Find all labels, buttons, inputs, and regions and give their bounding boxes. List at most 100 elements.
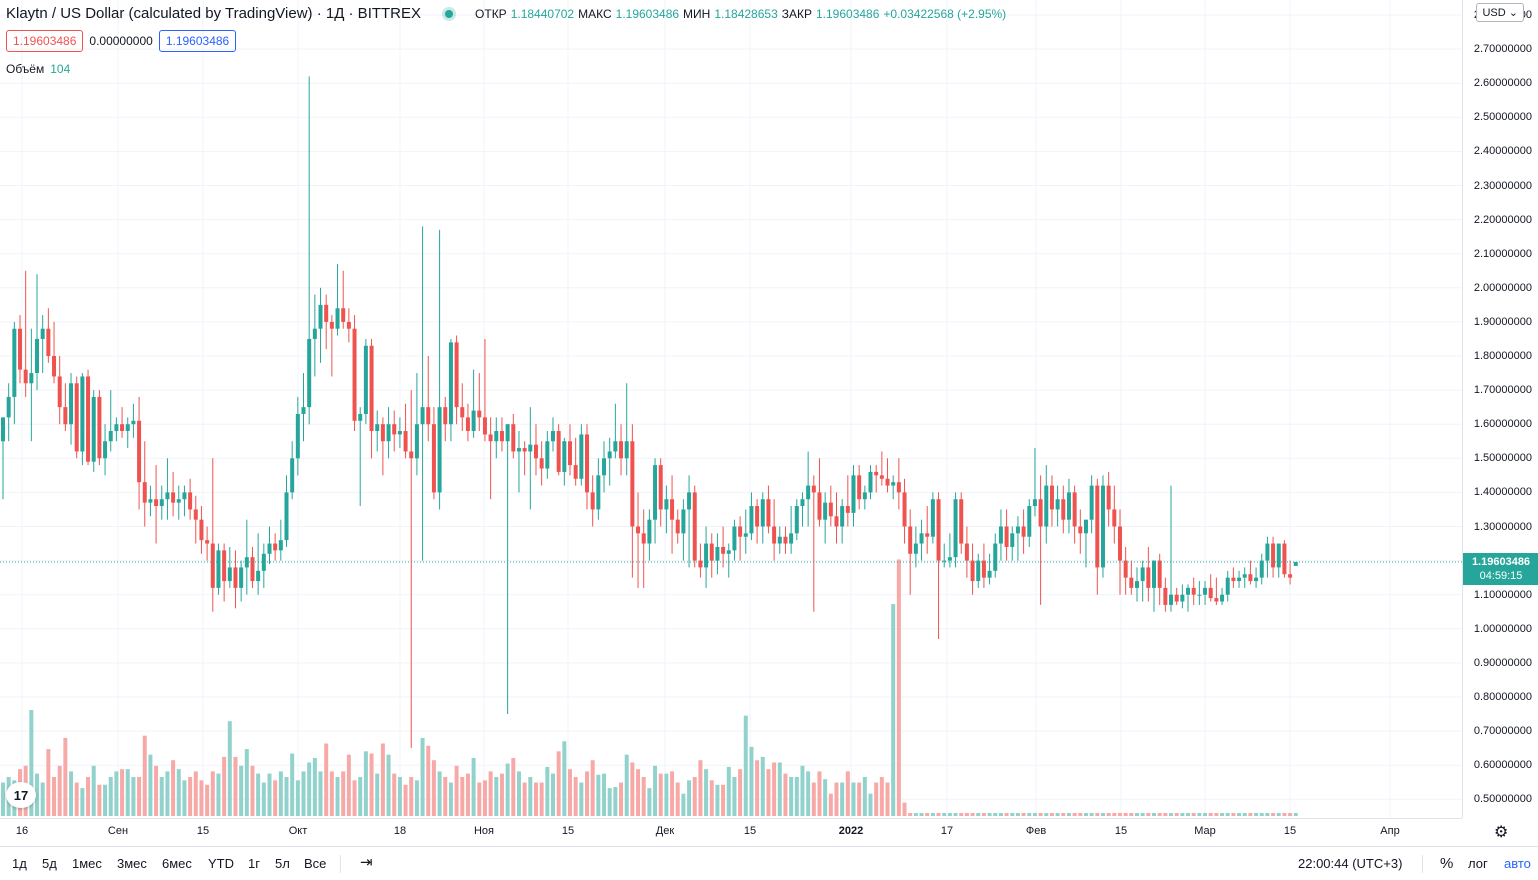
candle — [817, 458, 822, 527]
volume-bar — [471, 758, 476, 816]
volume-bar — [46, 749, 51, 816]
candle — [545, 431, 550, 479]
candle-body — [959, 499, 964, 544]
volume-bar — [437, 771, 442, 816]
tradingview-logo[interactable]: 17 — [6, 782, 36, 808]
settings-gear-icon[interactable]: ⚙ — [1494, 824, 1509, 841]
time-axis[interactable]: 16 Сен 15 Окт 18 Ноя 15 Дек 15 2022 17 Фев 15 Мар 15 Ап… — [0, 818, 1462, 846]
candle — [687, 475, 692, 568]
candle — [976, 553, 981, 588]
candle-body — [522, 448, 527, 452]
volume-bar — [273, 780, 278, 816]
range-1d-button[interactable]: 1д — [12, 856, 27, 871]
candle-body — [908, 526, 913, 554]
candle-body — [568, 441, 572, 466]
candle — [964, 526, 969, 578]
candle-body — [420, 407, 425, 425]
candle-body — [947, 557, 952, 561]
volume-bar — [823, 779, 828, 816]
candle — [1015, 516, 1020, 561]
volume-bar — [267, 773, 272, 816]
volume-bar — [862, 776, 867, 816]
candle — [1220, 587, 1225, 605]
candle-body — [936, 499, 941, 561]
candle — [414, 373, 419, 476]
volume-bar — [74, 782, 79, 816]
volume-bar — [964, 813, 969, 816]
volume-bar — [993, 813, 998, 816]
volume-bar — [216, 773, 221, 816]
volume-bar — [307, 762, 312, 816]
volume-bar — [726, 766, 731, 816]
currency-button[interactable]: USD ⌄ — [1476, 3, 1524, 22]
candle — [1123, 546, 1128, 595]
auto-scale-toggle[interactable]: авто — [1504, 856, 1531, 871]
candle — [86, 369, 91, 466]
range-3m-button[interactable]: 3мес — [117, 856, 147, 871]
range-all-button[interactable]: Все — [304, 856, 327, 871]
buy-button[interactable]: 1.19603486 — [158, 30, 237, 52]
volume-bar — [284, 776, 289, 816]
volume-bar — [1021, 813, 1026, 816]
range-ytd-button[interactable]: YTD — [208, 856, 234, 871]
spread-value: 0.00000000 — [89, 34, 153, 48]
price-tick-label: 0.70000000 — [1473, 725, 1532, 738]
time-tick-label: 18 — [393, 825, 407, 837]
candle-body — [488, 434, 493, 442]
candle-body — [471, 410, 476, 432]
candle — [1135, 567, 1139, 602]
candle — [556, 424, 561, 476]
candle-body — [142, 482, 147, 503]
candle-body — [91, 396, 96, 462]
candle-body — [165, 492, 170, 500]
candle-body — [1021, 526, 1026, 537]
range-5d-button[interactable]: 5д — [42, 856, 57, 871]
volume-bar — [193, 771, 198, 816]
range-6m-button[interactable]: 6мес — [162, 856, 192, 871]
candle-body — [1220, 594, 1225, 602]
range-5y-button[interactable]: 5л — [275, 856, 290, 871]
candle-body — [630, 441, 635, 527]
date-range-icon[interactable]: ⇥ — [360, 854, 373, 871]
volume-bar — [420, 737, 425, 816]
candle-body — [12, 328, 17, 397]
candle — [738, 516, 743, 561]
candle — [171, 471, 176, 517]
volume-bar — [346, 754, 351, 816]
ohlc-low-value: 1.18428653 — [714, 6, 778, 21]
ohlc-high-value: 1.19603486 — [615, 6, 680, 21]
candle — [397, 417, 402, 449]
volume-legend[interactable]: Объём 104 — [6, 62, 70, 76]
symbol-title[interactable]: Klaytn / US Dollar (calculated by Tradin… — [6, 5, 422, 22]
volume-bar — [533, 782, 538, 816]
candle — [664, 485, 669, 534]
range-1m-button[interactable]: 1мес — [72, 856, 102, 871]
clock-timezone[interactable]: 22:00:44 (UTC+3) — [1298, 856, 1403, 871]
percent-toggle[interactable]: % — [1440, 855, 1454, 872]
ohlc-values: ОТКР 1.18440702 МАКС 1.19603486 МИН 1.18428… — [475, 7, 1006, 21]
log-toggle[interactable]: лог — [1468, 856, 1488, 871]
volume-bar — [800, 765, 805, 816]
candle — [1254, 567, 1259, 588]
candle — [301, 373, 306, 442]
candle-body — [704, 543, 709, 568]
candle — [726, 543, 731, 578]
price-chart[interactable] — [0, 0, 1462, 818]
candle — [341, 270, 346, 329]
volume-bar — [959, 813, 964, 816]
volume-bar — [1169, 813, 1174, 816]
candle-body — [772, 526, 777, 544]
time-tick-label: 2022 — [838, 825, 864, 837]
sell-button[interactable]: 1.19603486 — [6, 30, 84, 52]
candle-body — [840, 506, 845, 527]
candle — [227, 546, 232, 588]
range-1y-button[interactable]: 1г — [248, 856, 260, 871]
price-axis[interactable]: 2.800000002.700000002.600000002.50000000… — [1462, 0, 1538, 818]
chart-pane[interactable]: Klaytn / US Dollar (calculated by Tradin… — [0, 0, 1462, 818]
current-price-value: 1.19603486 — [1471, 555, 1531, 568]
volume-bar — [1237, 813, 1242, 816]
candle-body — [1242, 574, 1247, 578]
candle — [1180, 584, 1185, 609]
volume-bar — [721, 784, 726, 816]
candle — [840, 499, 845, 544]
